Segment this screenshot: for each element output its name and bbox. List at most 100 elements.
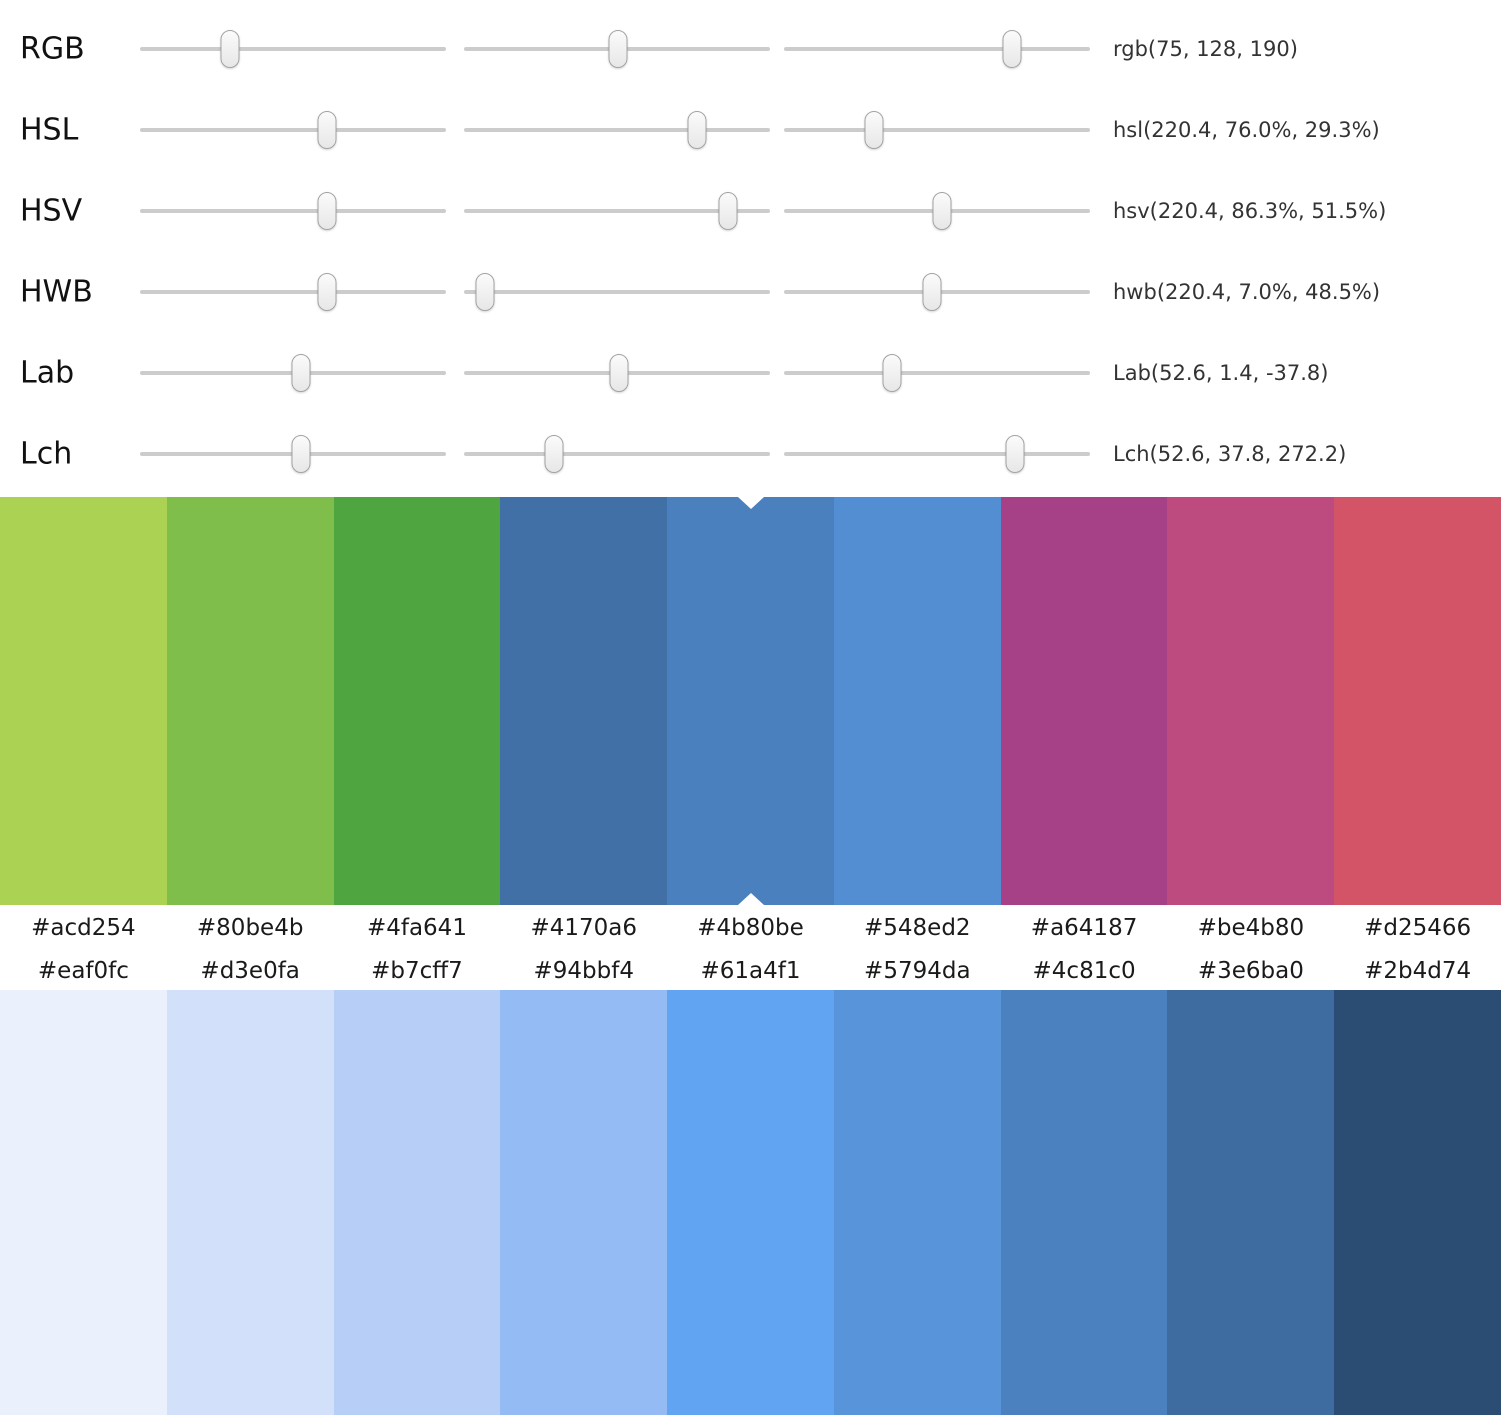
slider-track[interactable] — [140, 432, 446, 476]
slider-value-text: rgb(75, 128, 190) — [1113, 36, 1298, 61]
slider-thumb[interactable] — [317, 110, 337, 149]
hue-swatch[interactable] — [500, 497, 668, 905]
slider-thumb[interactable] — [687, 110, 707, 149]
slider-thumb[interactable] — [1002, 29, 1022, 68]
swatch-hex-label: #80be4b — [196, 915, 304, 941]
hue-swatch[interactable] — [0, 497, 167, 905]
swatch-hex-label: #acd254 — [31, 915, 136, 941]
selected-swatch-notch-bottom — [737, 893, 764, 905]
slider-track[interactable] — [464, 351, 770, 395]
slider-value-text: hwb(220.4, 7.0%, 48.5%) — [1113, 279, 1381, 304]
swatch-hex-label: #b7cff7 — [371, 957, 463, 984]
swatch-hex-label: #4fa641 — [366, 915, 467, 941]
slider-value-text: hsv(220.4, 86.3%, 51.5%) — [1113, 198, 1387, 223]
hue-swatch[interactable] — [1167, 497, 1335, 905]
tint-swatch[interactable] — [1334, 990, 1501, 1415]
slider-thumb[interactable] — [544, 434, 564, 473]
slider-thumb[interactable] — [932, 191, 952, 230]
tint-swatch[interactable] — [1167, 990, 1335, 1415]
slider-track[interactable] — [140, 108, 446, 152]
slider-track-line — [140, 46, 446, 51]
slider-thumb[interactable] — [317, 191, 337, 230]
slider-thumb[interactable] — [922, 272, 942, 311]
slider-track[interactable] — [784, 189, 1090, 233]
slider-track-line — [464, 451, 770, 456]
slider-track-line — [464, 289, 770, 294]
slider-track[interactable] — [464, 27, 770, 71]
tint-swatch[interactable] — [1000, 990, 1168, 1415]
slider-thumb[interactable] — [882, 353, 902, 392]
slider-value-text: Lab(52.6, 1.4, -37.8) — [1113, 360, 1329, 385]
tint-swatch[interactable] — [333, 990, 501, 1415]
slider-track-line — [784, 451, 1090, 456]
tint-swatch[interactable] — [500, 990, 668, 1415]
slider-thumb[interactable] — [608, 29, 628, 68]
swatch-hex-label: #548ed2 — [864, 915, 971, 941]
slider-track-line — [140, 289, 446, 294]
hue-swatch[interactable] — [1000, 497, 1168, 905]
slider-row-label: HWB — [20, 274, 93, 309]
slider-track[interactable] — [464, 108, 770, 152]
swatch-hex-label: #eaf0fc — [37, 957, 129, 984]
slider-row-label: HSV — [20, 193, 83, 228]
slider-track[interactable] — [464, 270, 770, 314]
slider-thumb[interactable] — [317, 272, 337, 311]
tint-swatch[interactable] — [166, 990, 334, 1415]
slider-row-lab: Lab Lab(52.6, 1.4, -37.8) — [0, 332, 1501, 413]
hue-swatch[interactable] — [833, 497, 1001, 905]
slider-track[interactable] — [140, 27, 446, 71]
swatch-hex-label: #61a4f1 — [700, 957, 801, 984]
tint-palette-labels: #eaf0fc #d3e0fa #b7cff7 #94bbf4 #61a4f1 #5794… — [0, 951, 1501, 990]
hue-swatch[interactable] — [1334, 497, 1501, 905]
hue-swatch[interactable] — [667, 497, 834, 905]
swatch-hex-label: #2b4d74 — [1364, 957, 1472, 984]
tint-palette — [0, 990, 1501, 1415]
tint-swatch[interactable] — [833, 990, 1001, 1415]
slider-track[interactable] — [784, 27, 1090, 71]
slider-row-lch: Lch Lch(52.6, 37.8, 272.2) — [0, 413, 1501, 494]
slider-track[interactable] — [784, 432, 1090, 476]
slider-track-line — [140, 127, 446, 132]
slider-track[interactable] — [784, 108, 1090, 152]
swatch-hex-label: #3e6ba0 — [1197, 957, 1304, 984]
swatch-hex-label: #4b80be — [697, 915, 804, 941]
slider-track-line — [784, 46, 1090, 51]
slider-thumb[interactable] — [291, 434, 311, 473]
slider-value-text: hsl(220.4, 76.0%, 29.3%) — [1113, 117, 1380, 142]
slider-track[interactable] — [784, 270, 1090, 314]
slider-thumb[interactable] — [291, 353, 311, 392]
slider-thumb[interactable] — [1005, 434, 1025, 473]
slider-track[interactable] — [140, 270, 446, 314]
tint-swatch[interactable] — [667, 990, 834, 1415]
slider-thumb[interactable] — [864, 110, 884, 149]
slider-thumb[interactable] — [609, 353, 629, 392]
swatch-hex-label: #be4b80 — [1197, 915, 1305, 941]
hue-swatch[interactable] — [166, 497, 334, 905]
slider-value-text: Lch(52.6, 37.8, 272.2) — [1113, 441, 1347, 466]
hue-swatch[interactable] — [333, 497, 501, 905]
slider-track-line — [464, 127, 770, 132]
swatch-hex-label: #5794da — [864, 957, 971, 984]
slider-row-label: RGB — [20, 31, 85, 66]
slider-track[interactable] — [464, 432, 770, 476]
slider-track[interactable] — [784, 351, 1090, 395]
slider-track[interactable] — [140, 189, 446, 233]
swatch-hex-label: #94bbf4 — [533, 957, 634, 984]
slider-track-line — [784, 370, 1090, 375]
slider-row-label: Lch — [20, 436, 73, 471]
slider-track-line — [464, 208, 770, 213]
selected-swatch-notch-top — [737, 497, 764, 509]
slider-track-line — [784, 127, 1090, 132]
swatch-hex-label: #a64187 — [1030, 915, 1138, 941]
slider-row-rgb: RGB rgb(75, 128, 190) — [0, 8, 1501, 89]
slider-thumb[interactable] — [220, 29, 240, 68]
slider-row-label: HSL — [20, 112, 79, 147]
slider-thumb[interactable] — [718, 191, 738, 230]
tint-swatch[interactable] — [0, 990, 167, 1415]
slider-row-hwb: HWB hwb(220.4, 7.0%, 48.5%) — [0, 251, 1501, 332]
hue-palette-labels: #acd254 #80be4b #4fa641 #4170a6 #4b80be #548e… — [0, 905, 1501, 951]
slider-panel: RGB rgb(75, 128, 190) HSL hsl(220.4, 76.0%,… — [0, 0, 1501, 497]
slider-thumb[interactable] — [475, 272, 495, 311]
slider-track[interactable] — [464, 189, 770, 233]
slider-track[interactable] — [140, 351, 446, 395]
